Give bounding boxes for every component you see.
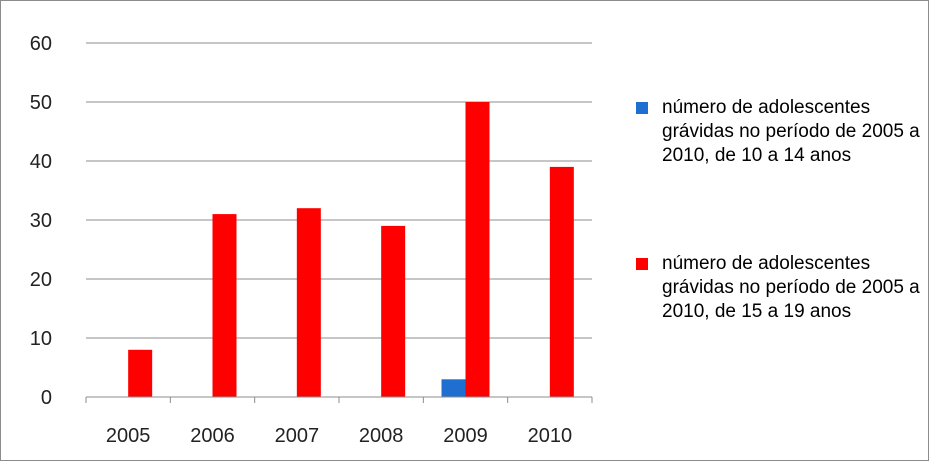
x-tick-label: 2007	[275, 425, 320, 447]
legend-swatch-red	[636, 258, 648, 270]
bar-2005-series-2	[128, 349, 153, 397]
x-tick-label: 2005	[106, 425, 151, 447]
x-tick-label: 2006	[190, 425, 235, 447]
bar-2009-series-2	[465, 102, 490, 397]
legend-swatch-blue	[636, 102, 648, 114]
bar-2008-series-2	[381, 225, 406, 397]
bar-2007-series-2	[296, 208, 321, 397]
bar-2010-series-2	[549, 166, 574, 397]
x-tick-label: 2009	[443, 425, 488, 447]
gridlines	[86, 42, 592, 339]
y-tick-label: 50	[30, 92, 52, 114]
x-tick-label: 2008	[359, 425, 404, 447]
y-axis-ticks: 0 10 20 30 40 50 60	[30, 33, 52, 409]
bars	[128, 102, 574, 397]
bar-2009-series-1	[441, 379, 466, 397]
legend-label: número de adolescentes grávidas no perío…	[662, 253, 920, 322]
y-tick-label: 0	[41, 387, 52, 409]
legend-label: número de adolescentes grávidas no perío…	[662, 97, 920, 166]
y-tick-label: 10	[30, 328, 52, 350]
x-axis-ticks: 2005 2006 2007 2008 2009 2010	[85, 397, 593, 447]
bar-2006-series-2	[212, 214, 237, 397]
y-tick-label: 30	[30, 210, 52, 232]
y-tick-label: 60	[30, 33, 52, 55]
y-tick-label: 20	[30, 269, 52, 291]
x-tick-label: 2010	[528, 425, 573, 447]
y-tick-label: 40	[30, 151, 52, 173]
